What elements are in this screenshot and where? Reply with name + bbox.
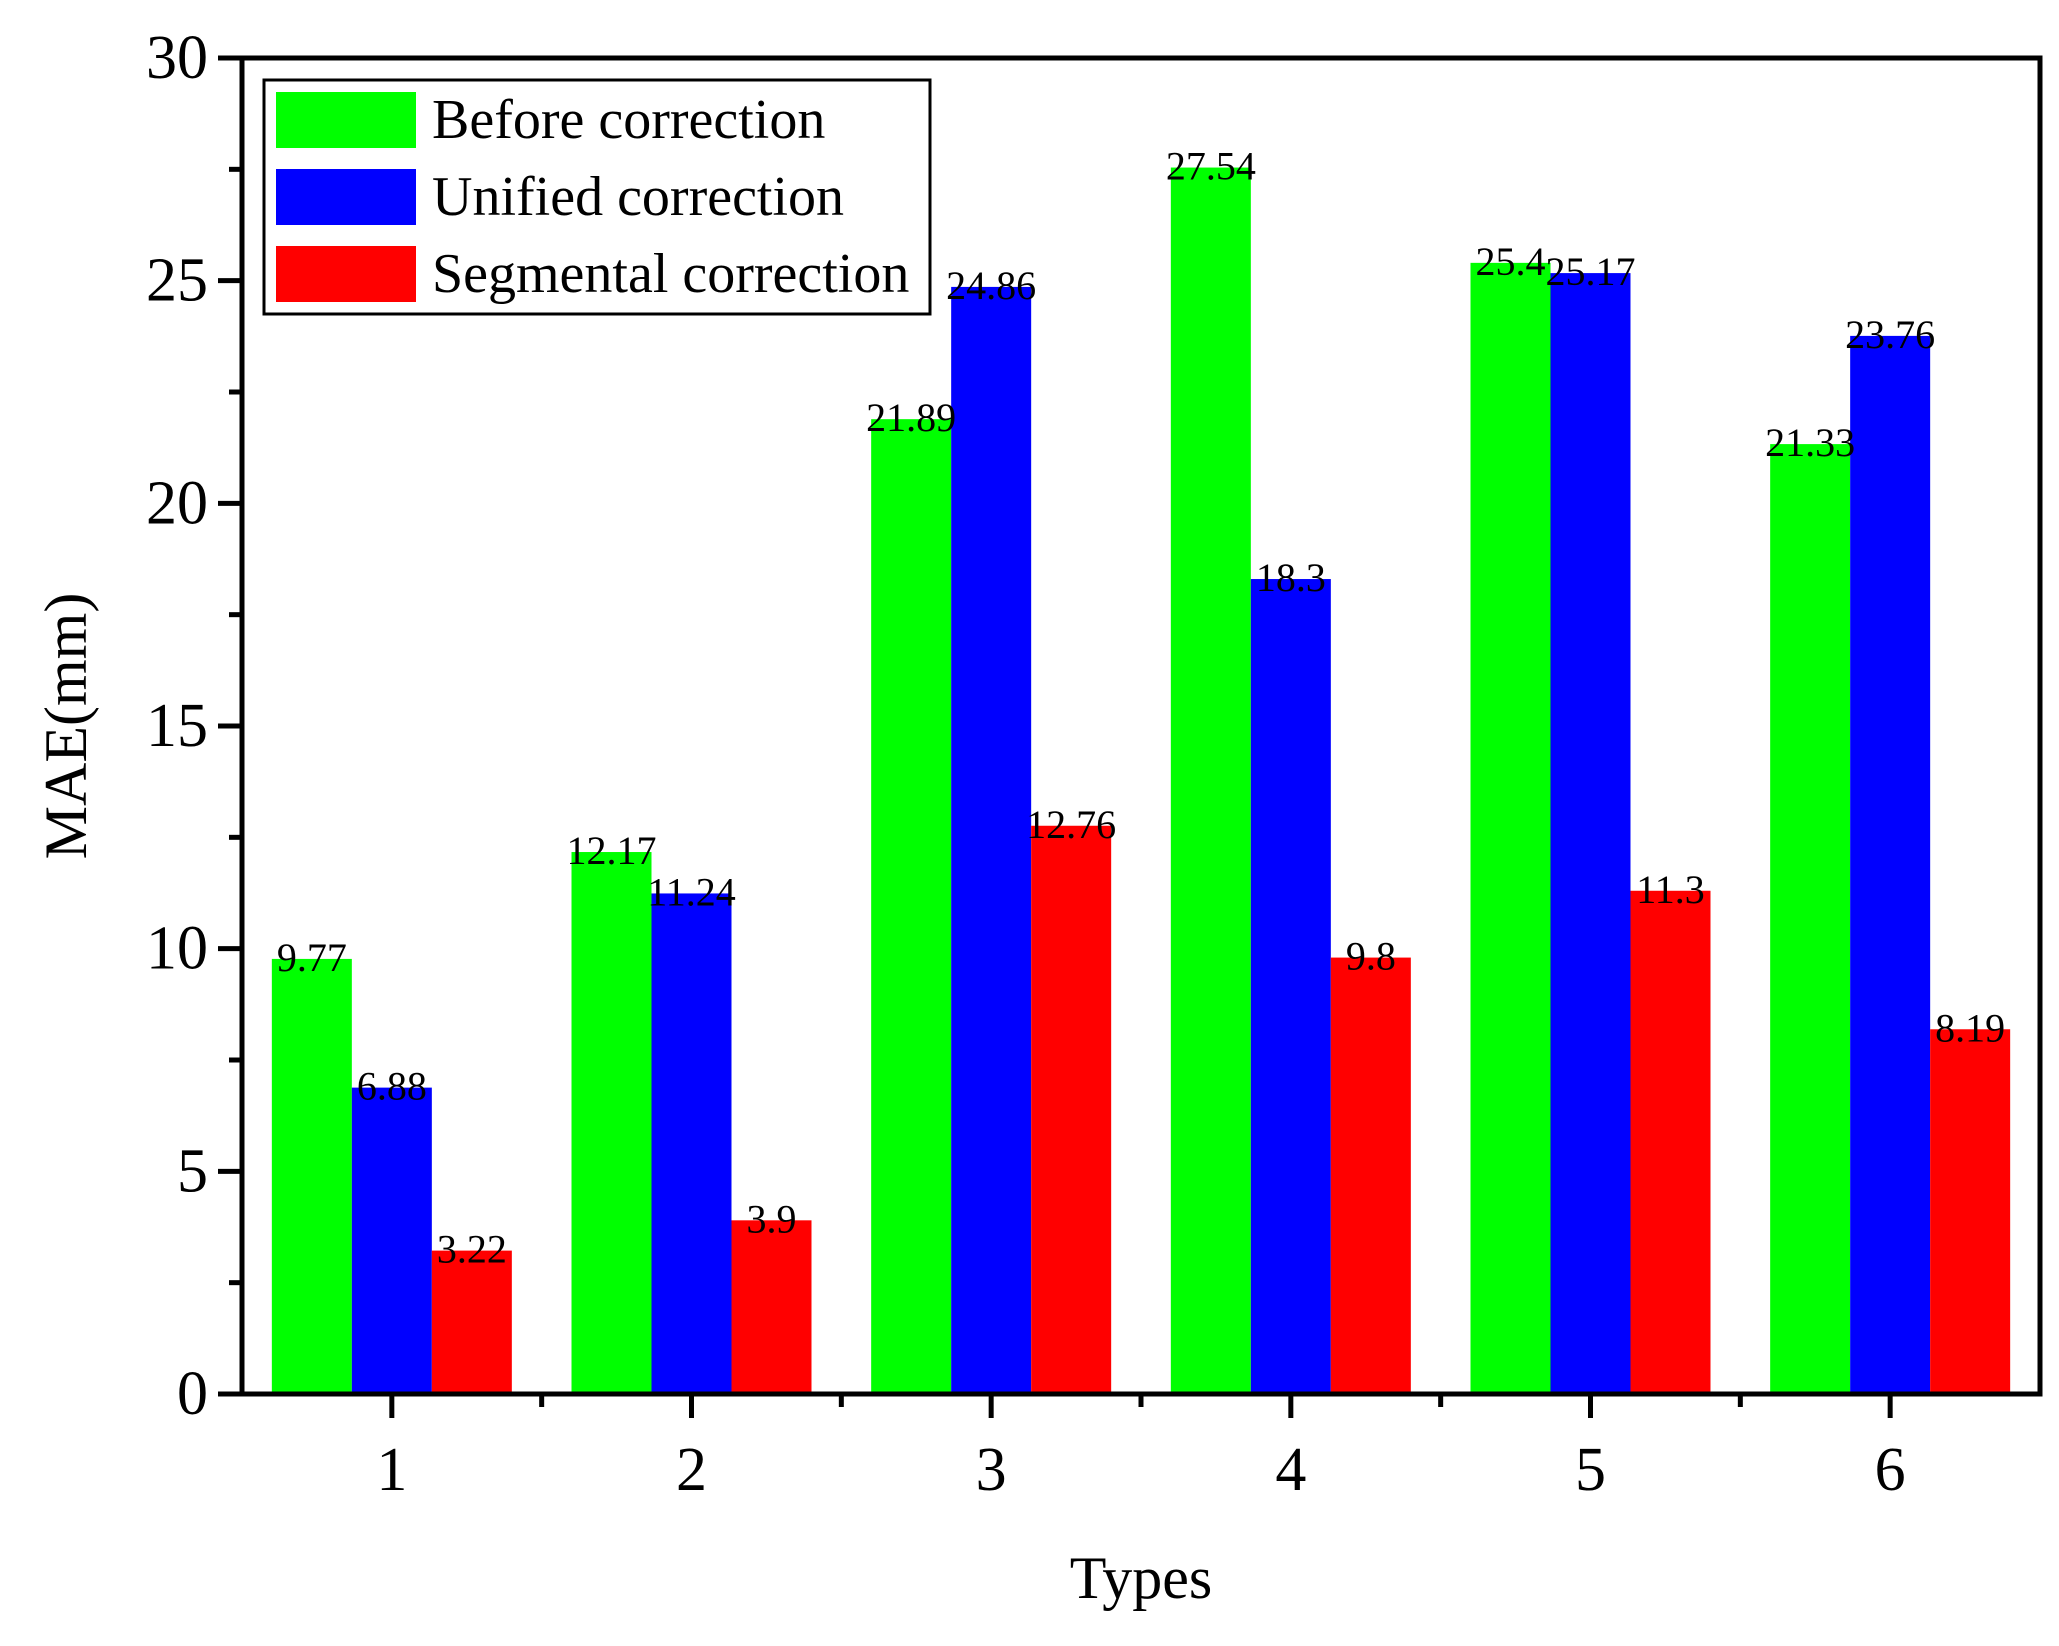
bar-3-2 xyxy=(731,1220,812,1394)
y-tick-label-25: 25 xyxy=(146,247,208,315)
bar-2-4 xyxy=(1250,579,1331,1394)
y-tick-label-5: 5 xyxy=(177,1137,208,1205)
bar-1-4 xyxy=(1170,167,1251,1394)
data-labels-layer: 9.77 12.17 21.89 27.54 25.4 21.33 6.88 11.24 24.… xyxy=(277,144,2005,1272)
data-label-3-2: 3.9 xyxy=(747,1196,797,1241)
bar-3-1 xyxy=(431,1250,512,1394)
data-label-3-6: 8.19 xyxy=(1935,1005,2005,1050)
y-axis-title: MAE(mm) xyxy=(33,593,99,860)
y-tick-label-10: 10 xyxy=(146,915,208,983)
data-label-1-5: 25.4 xyxy=(1476,239,1546,284)
bar-2-3 xyxy=(951,286,1032,1394)
legend-label-1: Before correction xyxy=(432,89,825,151)
x-tick-label-5: 5 xyxy=(1575,1436,1606,1504)
bar-3-4 xyxy=(1330,957,1411,1394)
legend-swatch-3 xyxy=(276,246,416,302)
data-label-1-1: 9.77 xyxy=(277,935,347,980)
x-axis-title: Types xyxy=(1070,1545,1212,1611)
data-label-2-1: 6.88 xyxy=(357,1064,427,1109)
data-label-2-2: 11.24 xyxy=(647,869,736,914)
bar-2-5 xyxy=(1550,273,1631,1395)
y-tick-label-20: 20 xyxy=(146,469,208,537)
data-label-2-4: 18.3 xyxy=(1256,555,1326,600)
x-tick-label-1: 1 xyxy=(376,1436,407,1504)
data-label-3-4: 9.8 xyxy=(1346,934,1396,979)
bar-1-3 xyxy=(871,419,952,1394)
x-tick-label-4: 4 xyxy=(1275,1436,1306,1504)
data-label-2-6: 23.76 xyxy=(1845,312,1935,357)
bar-3-5 xyxy=(1630,890,1711,1394)
y-tick-label-15: 15 xyxy=(146,692,208,760)
x-tick-label-3: 3 xyxy=(976,1436,1007,1504)
y-axis: 0 5 10 15 20 25 30 xyxy=(146,24,242,1428)
bar-2-1 xyxy=(351,1087,432,1394)
bar-1-1 xyxy=(271,958,352,1394)
legend-swatch-1 xyxy=(276,92,416,148)
data-label-3-3: 12.76 xyxy=(1026,802,1116,847)
bars-layer xyxy=(271,167,2011,1395)
bar-1-2 xyxy=(571,852,652,1394)
bar-2-6 xyxy=(1850,335,1931,1395)
data-label-2-5: 25.17 xyxy=(1546,249,1636,294)
bar-1-5 xyxy=(1470,262,1551,1395)
x-tick-label-6: 6 xyxy=(1875,1436,1906,1504)
data-label-3-1: 3.22 xyxy=(437,1227,507,1272)
data-label-2-3: 24.86 xyxy=(946,263,1036,308)
legend-swatch-2 xyxy=(276,169,416,225)
legend-label-3: Segmental correction xyxy=(432,243,909,305)
bar-3-6 xyxy=(1930,1029,2011,1394)
data-label-3-5: 11.3 xyxy=(1636,867,1705,912)
data-label-1-3: 21.89 xyxy=(866,395,956,440)
bar-2-2 xyxy=(651,893,732,1394)
legend-label-2: Unified correction xyxy=(432,166,844,228)
x-axis: 1 2 3 4 5 6 xyxy=(376,1394,1906,1504)
data-label-1-6: 21.33 xyxy=(1765,420,1855,465)
y-tick-label-0: 0 xyxy=(177,1360,208,1428)
y-tick-label-30: 30 xyxy=(146,24,208,92)
bar-1-6 xyxy=(1770,444,1851,1394)
bar-3-3 xyxy=(1031,825,1112,1394)
data-label-1-4: 27.54 xyxy=(1166,144,1256,189)
x-tick-label-2: 2 xyxy=(676,1436,707,1504)
legend: Before correction Unified correction Segme… xyxy=(262,78,932,316)
data-label-1-2: 12.17 xyxy=(567,828,657,873)
